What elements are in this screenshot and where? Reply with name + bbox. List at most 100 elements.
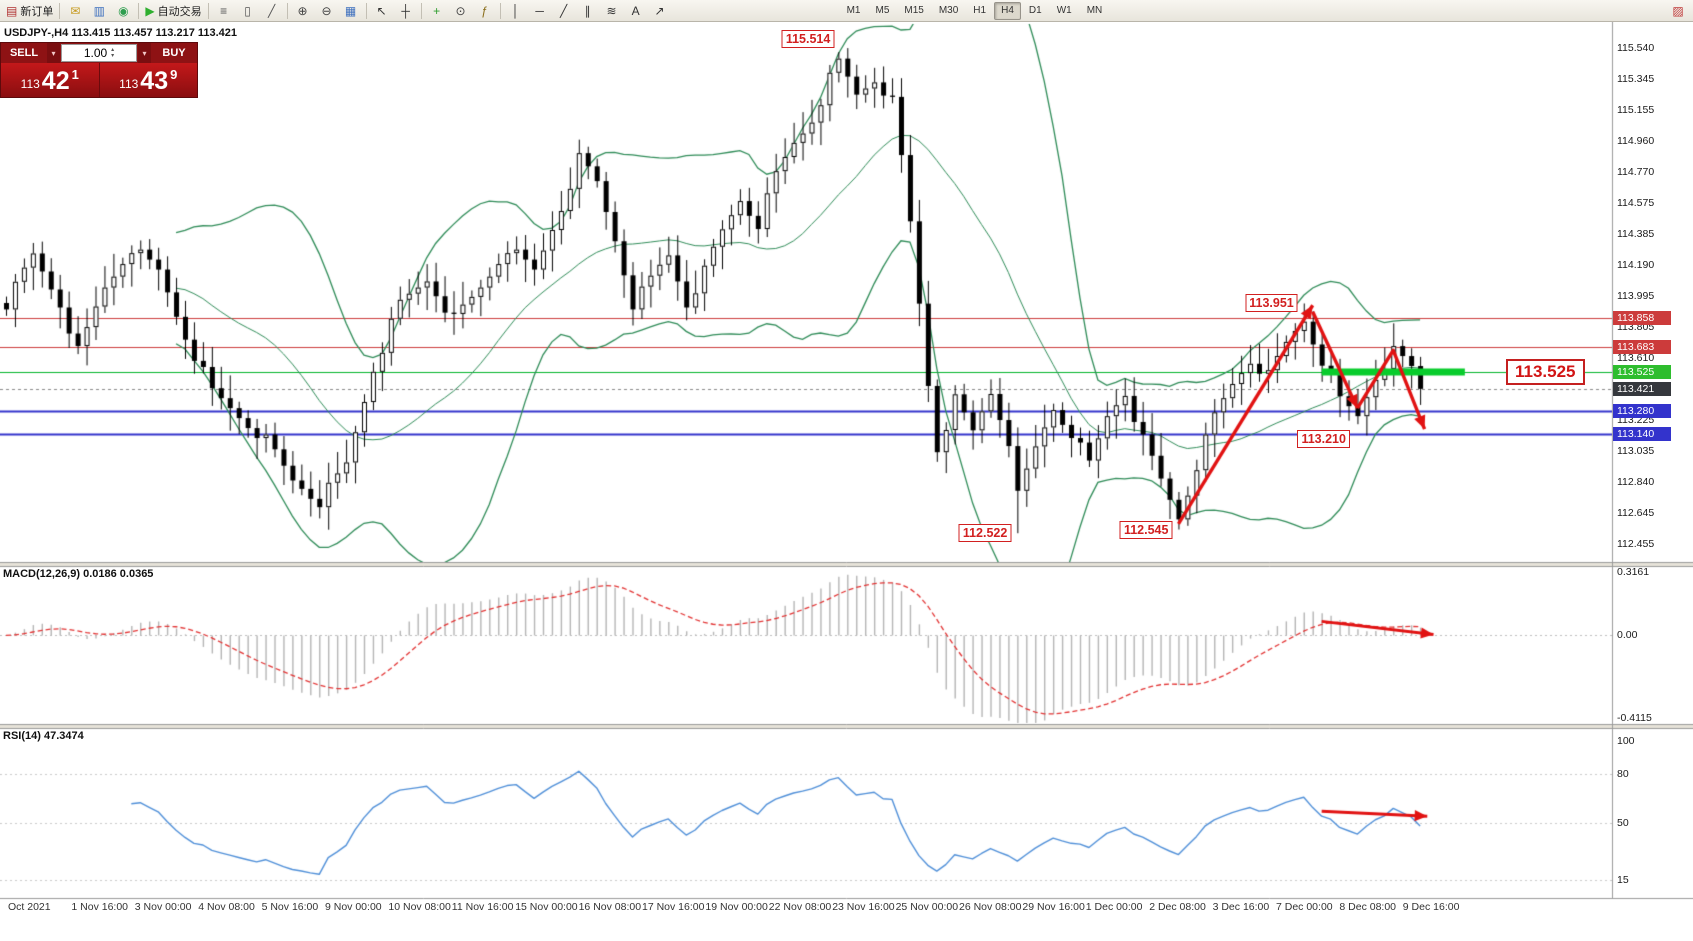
chart-profile-icon-glyph: ▨: [1672, 3, 1684, 18]
price-axis-tick: 114.385: [1617, 227, 1655, 240]
arrows-tool-icon-glyph: ↗: [654, 3, 665, 18]
buy-price-button[interactable]: 113 43 9: [98, 63, 198, 97]
zoom-in-button[interactable]: ⊕: [291, 1, 315, 21]
timeframe-button-m30[interactable]: M30: [938, 4, 959, 16]
price-annotation-label[interactable]: 115.514: [781, 30, 835, 49]
macd-indicator-label: MACD(12,26,9) 0.0186 0.0365: [3, 568, 154, 580]
chart-line-icon-glyph: ╱: [267, 3, 276, 18]
trendline-tool-icon-glyph: ╱: [559, 3, 568, 18]
price-annotation-label[interactable]: 113.951: [1245, 294, 1298, 313]
time-axis-label: 26 Nov 08:00: [959, 901, 1022, 913]
autotrading-button[interactable]: ▶ 自动交易: [142, 1, 204, 21]
volume-value: 1.00: [83, 46, 108, 60]
time-axis-label: 9 Nov 00:00: [325, 901, 382, 913]
volume-spinner[interactable]: ▴ ▾: [111, 47, 114, 59]
hline-tool-icon[interactable]: ─: [528, 1, 552, 21]
vline-tool-icon[interactable]: │: [504, 1, 528, 21]
timeframe-toolbar: M1 M5 M15 M30 H1 H4 D1 W1 MN: [840, 1, 1110, 20]
time-axis-label: 3 Nov 00:00: [134, 901, 192, 913]
price-axis-tick: 114.190: [1617, 259, 1655, 272]
toolbar-separator: [207, 2, 209, 19]
timeframe-button-w1[interactable]: W1: [1056, 4, 1072, 16]
new-order-glyph: ▤: [6, 3, 18, 18]
buy-caret-icon[interactable]: ▾: [138, 43, 151, 63]
indicators-icon[interactable]: ƒ: [473, 1, 497, 21]
sell-price-pip: 1: [71, 67, 79, 82]
fibo-tool-icon-glyph: ≋: [606, 3, 617, 18]
spinner-up-icon[interactable]: ▴: [111, 47, 115, 53]
crosshair-icon-glyph: ┼: [401, 3, 410, 18]
data-window-icon[interactable]: ◉: [111, 1, 135, 21]
period-icon[interactable]: ⊙: [449, 1, 473, 21]
timeframe-button-m15[interactable]: M15: [904, 4, 924, 16]
chart-bars-icon[interactable]: ≡: [212, 1, 236, 21]
chart-candles-icon[interactable]: ▯: [236, 1, 260, 21]
chart-profile-icon[interactable]: ▨: [1666, 1, 1690, 21]
timeframe-button-m5[interactable]: M5: [875, 4, 890, 16]
cursor-icon-glyph: ↖: [376, 3, 387, 18]
period-icon-glyph: ⊙: [455, 3, 466, 18]
target-price-label[interactable]: 113.525: [1506, 358, 1585, 385]
time-axis-label: 1 Dec 00:00: [1085, 901, 1143, 913]
buy-price-pip: 9: [170, 67, 178, 82]
zoom-out-glyph: ⊖: [321, 3, 332, 18]
toolbar-separator: [499, 2, 501, 19]
price-axis-tick: 113.035: [1617, 444, 1655, 457]
price-tag-113-280: 113.280: [1613, 404, 1671, 419]
tile-windows-icon[interactable]: ▦: [339, 1, 363, 21]
rsi-axis-label: 80: [1617, 767, 1629, 780]
price-tag-113-421: 113.421: [1613, 381, 1671, 396]
time-axis-label: 29 Nov 16:00: [1022, 901, 1085, 913]
toolbar-separator: [59, 2, 61, 19]
macd-axis-label: 0.00: [1617, 629, 1638, 642]
tile-windows-icon-glyph: ▦: [344, 3, 357, 18]
charts-icon[interactable]: ▥: [87, 1, 111, 21]
price-tag-113-858: 113.858: [1613, 311, 1671, 326]
trendline-tool-icon[interactable]: ╱: [552, 1, 576, 21]
time-axis-label: 25 Nov 00:00: [895, 901, 959, 913]
cursor-icon[interactable]: ↖: [370, 1, 394, 21]
price-axis-tick: 112.455: [1617, 538, 1655, 550]
spinner-down-icon[interactable]: ▾: [111, 53, 115, 59]
sell-caret-icon[interactable]: ▾: [47, 43, 60, 63]
price-axis-tick: 112.645: [1617, 507, 1655, 520]
price-axis-tick: 114.960: [1617, 135, 1655, 148]
chart-title: USDJPY-,H4 113.415 113.457 113.217 113.4…: [4, 27, 238, 39]
chart-canvas[interactable]: [0, 22, 1693, 941]
timeframe-button-h1[interactable]: H1: [973, 4, 987, 16]
buy-price-main: 43: [140, 67, 169, 95]
mail-icon[interactable]: ✉: [63, 1, 87, 21]
timeframe-button-mn[interactable]: MN: [1086, 4, 1103, 16]
channel-tool-icon[interactable]: ∥: [576, 1, 600, 21]
price-annotation-label[interactable]: 113.210: [1297, 429, 1350, 448]
zoom-in-glyph: ⊕: [297, 3, 308, 18]
sell-price-button[interactable]: 113 42 1: [1, 63, 99, 97]
arrows-tool-icon[interactable]: ↗: [648, 1, 672, 21]
buy-button[interactable]: BUY: [162, 47, 186, 59]
price-axis-tick: 112.840: [1617, 476, 1655, 489]
chart-line-icon[interactable]: ╱: [260, 1, 284, 21]
price-annotation-label[interactable]: 112.522: [958, 524, 1012, 543]
timeframe-button-d1[interactable]: D1: [1028, 4, 1042, 16]
time-axis-label: 9 Dec 16:00: [1402, 901, 1460, 913]
new-chart-button[interactable]: +: [425, 1, 449, 21]
zoom-out-button[interactable]: ⊖: [315, 1, 339, 21]
time-axis-label: 5 Nov 16:00: [261, 901, 319, 913]
buy-price-figure: 113: [119, 77, 139, 91]
sell-button[interactable]: SELL: [9, 47, 39, 59]
price-tag-113-140: 113.140: [1613, 426, 1671, 441]
crosshair-icon[interactable]: ┼: [394, 1, 418, 21]
rsi-axis-label: 50: [1617, 816, 1629, 829]
macd-axis-label: 0.3161: [1617, 566, 1650, 578]
timeframe-button-h4[interactable]: H4: [994, 1, 1021, 20]
price-annotation-label[interactable]: 112.545: [1119, 520, 1173, 539]
mail-icon-glyph: ✉: [70, 3, 81, 18]
fibo-tool-icon[interactable]: ≋: [600, 1, 624, 21]
sell-price-main: 42: [41, 67, 70, 95]
new-order-button[interactable]: ▤ 新订单: [3, 1, 56, 21]
text-tool-icon[interactable]: A: [624, 1, 648, 21]
volume-input[interactable]: 1.00 ▴ ▾: [61, 44, 137, 62]
timeframe-button-m1[interactable]: M1: [846, 4, 861, 16]
indicators-icon-glyph: ƒ: [481, 3, 488, 18]
charts-icon-glyph: ▥: [93, 3, 106, 18]
